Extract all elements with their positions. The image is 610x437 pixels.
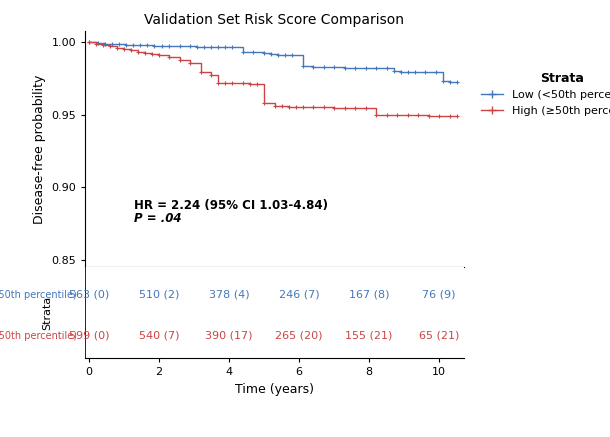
Text: 510 (2): 510 (2) (138, 290, 179, 300)
Text: HR = 2.24 (95% CI 1.03-4.84): HR = 2.24 (95% CI 1.03-4.84) (134, 199, 328, 212)
Y-axis label: Disease-free probability: Disease-free probability (33, 74, 46, 224)
X-axis label: Time (years): Time (years) (235, 383, 314, 396)
Text: 378 (4): 378 (4) (209, 290, 249, 300)
X-axis label: Time (years): Time (years) (235, 292, 314, 305)
Legend: Low (<50th percentile), High (≥50th percentile): Low (<50th percentile), High (≥50th perc… (481, 72, 610, 116)
Text: 599 (0): 599 (0) (69, 330, 109, 340)
Text: 265 (20): 265 (20) (275, 330, 323, 340)
Text: Strata: Strata (43, 296, 52, 330)
Text: 563 (0): 563 (0) (69, 290, 109, 300)
Text: 76 (9): 76 (9) (422, 290, 456, 300)
Text: 540 (7): 540 (7) (138, 330, 179, 340)
Text: 65 (21): 65 (21) (419, 330, 459, 340)
Text: Low (<50th percentile): Low (<50th percentile) (0, 290, 77, 300)
Text: 167 (8): 167 (8) (349, 290, 389, 300)
Text: P = .04: P = .04 (134, 212, 182, 225)
Title: Validation Set Risk Score Comparison: Validation Set Risk Score Comparison (145, 13, 404, 27)
Text: 390 (17): 390 (17) (205, 330, 253, 340)
Text: 246 (7): 246 (7) (279, 290, 319, 300)
Text: High (>50th percentile): High (>50th percentile) (0, 330, 77, 340)
Text: 155 (21): 155 (21) (345, 330, 393, 340)
